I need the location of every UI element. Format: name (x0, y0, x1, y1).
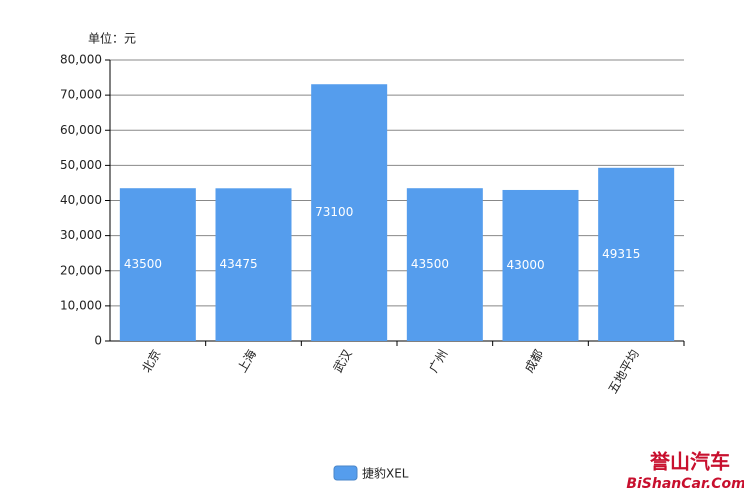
value-label: 73100 (315, 205, 353, 219)
y-tick-label: 40,000 (60, 193, 102, 207)
y-tick-label: 50,000 (60, 158, 102, 172)
value-label: 43500 (124, 257, 162, 271)
bar (406, 188, 483, 341)
x-tick-label: 上海 (234, 347, 259, 375)
value-label: 49315 (602, 247, 640, 261)
x-tick-label: 五地平均 (606, 347, 642, 396)
bar (311, 84, 388, 341)
x-tick-label: 成都 (522, 347, 546, 375)
x-tick-label: 广州 (426, 347, 450, 375)
bar (502, 189, 579, 341)
legend-label: 捷豹XEL (362, 466, 409, 481)
y-tick-label: 20,000 (60, 263, 102, 277)
y-tick-label: 30,000 (60, 228, 102, 242)
bar (598, 167, 675, 341)
x-tick-label: 北京 (139, 347, 163, 375)
bar (215, 188, 292, 341)
value-label: 43000 (507, 258, 545, 272)
legend-swatch (333, 465, 358, 481)
legend-item: 捷豹XEL (333, 465, 409, 481)
value-label: 43500 (411, 257, 449, 271)
y-tick-label: 80,000 (60, 53, 102, 67)
unit-label: 单位：元 (88, 31, 136, 46)
y-tick-label: 0 (94, 334, 102, 348)
y-tick-label: 60,000 (60, 123, 102, 137)
y-tick-label: 70,000 (60, 88, 102, 102)
y-tick-label: 10,000 (60, 298, 102, 312)
watermark-site: BiShanCar.Com (626, 476, 744, 492)
value-label: 43475 (220, 257, 258, 271)
bar (119, 188, 196, 341)
x-tick-label: 武汉 (331, 347, 355, 375)
watermark-title: 誉山汽车 (649, 450, 730, 474)
